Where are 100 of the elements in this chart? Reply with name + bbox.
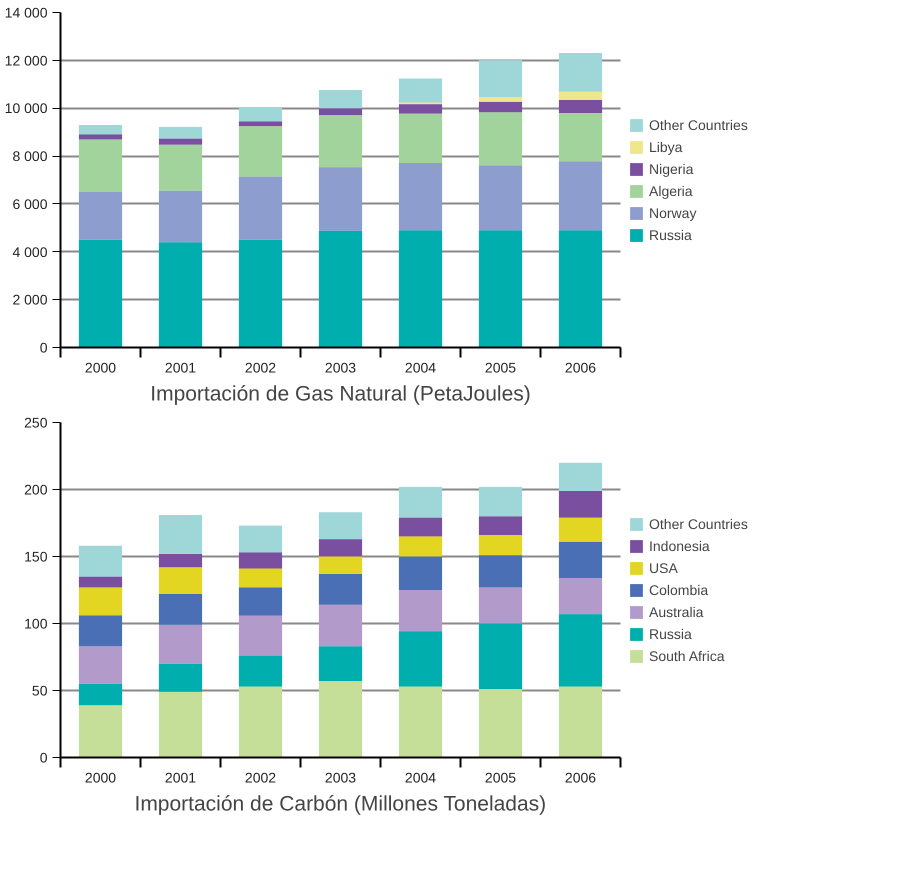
bar bbox=[238, 615, 282, 656]
bar bbox=[318, 90, 362, 108]
bar bbox=[558, 161, 602, 230]
bar bbox=[398, 518, 442, 536]
bar bbox=[238, 526, 282, 552]
y-tick-label: 200 bbox=[24, 482, 48, 498]
y-tick-label: 12 000 bbox=[4, 52, 48, 68]
bar bbox=[318, 604, 362, 646]
bar bbox=[398, 113, 442, 164]
bar bbox=[78, 240, 122, 348]
bar bbox=[318, 681, 362, 758]
x-tick-label: 2001 bbox=[164, 770, 196, 786]
x-tick-label: 2000 bbox=[84, 770, 116, 786]
bar bbox=[238, 108, 282, 122]
bar bbox=[238, 240, 282, 348]
y-tick-label: 4 000 bbox=[12, 244, 48, 260]
bar bbox=[78, 139, 122, 192]
bar bbox=[478, 555, 522, 588]
x-tick-label: 2000 bbox=[84, 360, 116, 376]
bar bbox=[398, 686, 442, 758]
x-tick-label: 2003 bbox=[324, 360, 356, 376]
bar bbox=[158, 242, 202, 348]
bar bbox=[158, 664, 202, 692]
x-tick-label: 2003 bbox=[324, 770, 356, 786]
bar bbox=[398, 163, 442, 230]
bar bbox=[78, 576, 122, 588]
bar bbox=[398, 632, 442, 686]
bar bbox=[478, 689, 522, 758]
bar bbox=[238, 121, 282, 126]
bar bbox=[78, 615, 122, 646]
bar bbox=[158, 190, 202, 242]
bar bbox=[398, 486, 442, 518]
y-tick-label: 250 bbox=[24, 414, 48, 430]
x-tick-label: 2002 bbox=[244, 360, 276, 376]
bar bbox=[398, 104, 442, 114]
bar bbox=[478, 486, 522, 516]
x-tick-label: 2001 bbox=[164, 360, 196, 376]
bar bbox=[558, 542, 602, 578]
bar bbox=[238, 552, 282, 569]
bar bbox=[318, 512, 362, 540]
x-tick-label: 2004 bbox=[404, 360, 436, 376]
bar bbox=[558, 518, 602, 542]
bar bbox=[398, 230, 442, 348]
bar bbox=[238, 686, 282, 758]
bar bbox=[478, 102, 522, 112]
bar bbox=[478, 516, 522, 536]
bar bbox=[558, 578, 602, 614]
bar bbox=[318, 556, 362, 574]
bar bbox=[158, 126, 202, 139]
bar bbox=[318, 574, 362, 605]
bar bbox=[558, 686, 602, 758]
bar bbox=[558, 230, 602, 348]
bar bbox=[158, 514, 202, 554]
legend-label: Colombia bbox=[649, 582, 708, 598]
bar bbox=[158, 567, 202, 594]
bar bbox=[158, 554, 202, 568]
x-tick-label: 2006 bbox=[564, 360, 596, 376]
bar bbox=[78, 192, 122, 240]
bar bbox=[238, 656, 282, 686]
legend-label: Russia bbox=[649, 226, 692, 242]
bar bbox=[558, 52, 602, 92]
bar bbox=[478, 112, 522, 166]
legend-label: Norway bbox=[649, 204, 696, 220]
legend-label: Indonesia bbox=[649, 538, 710, 554]
legend-label: Other Countries bbox=[649, 116, 748, 132]
bar bbox=[478, 97, 522, 102]
bar bbox=[318, 539, 362, 556]
bar bbox=[158, 594, 202, 625]
bar bbox=[318, 167, 362, 231]
legend-label: USA bbox=[649, 560, 678, 576]
bar bbox=[238, 568, 282, 588]
bar bbox=[558, 614, 602, 686]
y-tick-label: 150 bbox=[24, 548, 48, 564]
legend-label: Algeria bbox=[649, 182, 693, 198]
bar bbox=[78, 134, 122, 140]
bar bbox=[158, 692, 202, 758]
y-tick-label: 2 000 bbox=[12, 292, 48, 308]
bar bbox=[478, 60, 522, 98]
bar bbox=[78, 546, 122, 577]
bar bbox=[478, 165, 522, 230]
bar bbox=[478, 230, 522, 348]
y-tick-label: 100 bbox=[24, 616, 48, 632]
bar bbox=[478, 535, 522, 556]
x-tick-label: 2005 bbox=[484, 770, 516, 786]
y-tick-label: 50 bbox=[32, 682, 48, 698]
legend-label: Nigeria bbox=[649, 160, 694, 176]
bar bbox=[558, 113, 602, 162]
bar bbox=[478, 587, 522, 624]
bar bbox=[78, 587, 122, 616]
legend-label: Russia bbox=[649, 626, 692, 642]
bar bbox=[318, 115, 362, 168]
y-tick-label: 10 000 bbox=[4, 100, 48, 116]
legend-label: Other Countries bbox=[649, 516, 748, 532]
bar bbox=[318, 646, 362, 682]
bar bbox=[318, 230, 362, 348]
y-tick-label: 14 000 bbox=[4, 4, 48, 20]
bar bbox=[158, 138, 202, 145]
bar bbox=[558, 92, 602, 100]
bar bbox=[238, 176, 282, 240]
bar bbox=[558, 100, 602, 113]
